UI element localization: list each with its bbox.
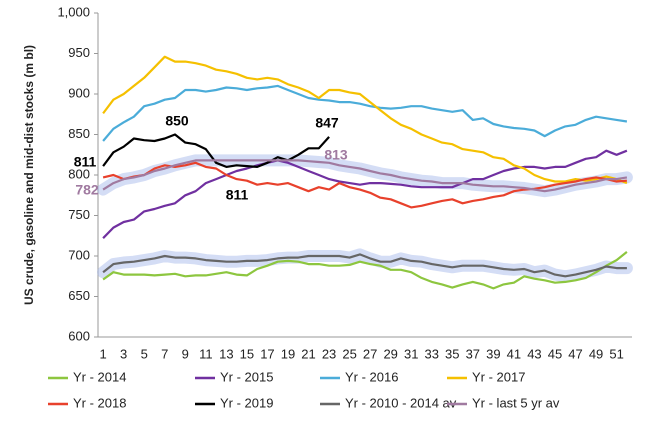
annotation: 811 <box>74 154 97 170</box>
series-line <box>102 133 330 168</box>
x-tick-label: 23 <box>322 346 336 361</box>
x-tick-label: 45 <box>548 346 562 361</box>
legend-label: Yr - 2019 <box>220 395 273 410</box>
y-tick-label: 650 <box>68 288 90 303</box>
annotation: 811 <box>226 187 249 203</box>
x-tick-label: 51 <box>609 346 623 361</box>
x-tick-label: 35 <box>445 346 459 361</box>
legend-label: Yr - 2017 <box>472 369 525 384</box>
x-tick-label: 9 <box>182 346 189 361</box>
x-tick-label: 1 <box>100 346 107 361</box>
x-tick-label: 17 <box>260 346 274 361</box>
annotation: 850 <box>165 113 189 129</box>
legend-label: Yr - 2014 <box>73 369 126 384</box>
series-line <box>102 55 628 185</box>
y-tick-label: 900 <box>68 85 90 100</box>
x-tick-label: 47 <box>568 346 582 361</box>
x-tick-label: 15 <box>240 346 254 361</box>
annotation: 782 <box>75 182 99 198</box>
x-tick-label: 21 <box>301 346 315 361</box>
series-line <box>102 149 628 239</box>
x-tick-label: 39 <box>486 346 500 361</box>
x-tick-label: 13 <box>219 346 233 361</box>
annotation: 847 <box>315 115 339 131</box>
legend-label: Yr - 2018 <box>73 395 126 410</box>
x-tick-label: 7 <box>161 346 168 361</box>
y-tick-label: 850 <box>68 126 90 141</box>
series-line <box>102 253 627 278</box>
x-tick-label: 31 <box>404 346 418 361</box>
y-tick-label: 950 <box>68 45 90 60</box>
y-tick-label: 1,000 <box>57 4 90 19</box>
y-axis-label: US crude, gasoline and mid-dist stocks (… <box>22 45 36 305</box>
x-tick-label: 11 <box>199 346 213 361</box>
x-tick-label: 41 <box>507 346 521 361</box>
x-tick-label: 25 <box>342 346 356 361</box>
x-tick-label: 43 <box>527 346 541 361</box>
series-line <box>102 251 628 290</box>
x-tick-label: 3 <box>120 346 127 361</box>
legend-label: Yr - 2010 - 2014 av <box>345 395 457 410</box>
x-tick-label: 19 <box>281 346 295 361</box>
y-tick-label: 750 <box>68 207 90 222</box>
y-tick-label: 700 <box>68 247 90 262</box>
legend-label: Yr - last 5 yr av <box>472 395 560 410</box>
y-tick-label: 800 <box>68 166 90 181</box>
x-tick-label: 27 <box>363 346 377 361</box>
series-line <box>102 159 628 193</box>
legend-label: Yr - 2016 <box>345 369 398 384</box>
x-tick-label: 37 <box>466 346 480 361</box>
x-tick-label: 29 <box>383 346 397 361</box>
x-tick-label: 33 <box>425 346 439 361</box>
y-tick-label: 600 <box>68 328 90 343</box>
annotation: 813 <box>324 147 348 163</box>
legend-label: Yr - 2015 <box>220 369 273 384</box>
series-line <box>102 161 627 209</box>
x-tick-label: 49 <box>589 346 603 361</box>
x-tick-label: 5 <box>141 346 148 361</box>
series-line <box>102 84 628 142</box>
